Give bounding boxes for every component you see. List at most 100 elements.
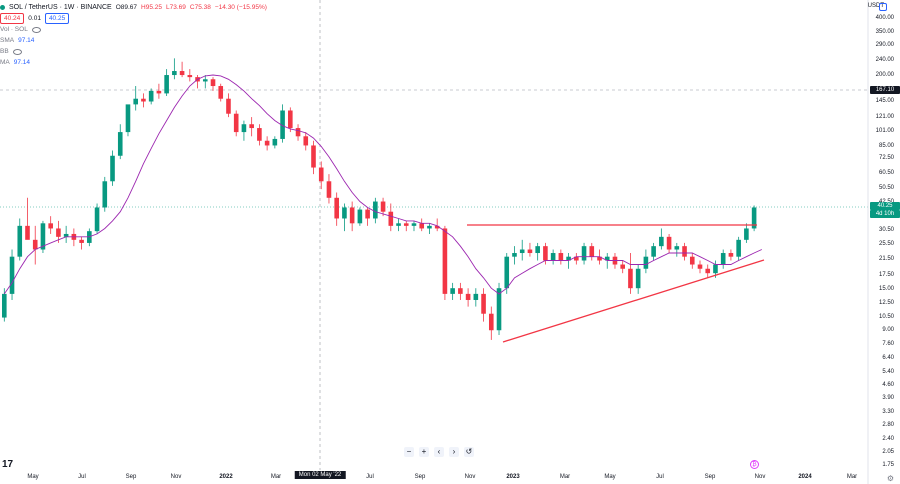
candle (233, 110, 239, 137)
candle-body (674, 246, 680, 250)
candle-body (728, 253, 734, 257)
candle-body (396, 223, 401, 226)
candle-body (48, 223, 53, 229)
candle-body (334, 197, 339, 219)
sell-button[interactable]: 40.24 (0, 13, 25, 24)
x-tick-label: Jul (366, 474, 374, 480)
indicator-ma[interactable]: MA 97.14 (0, 57, 267, 68)
candle (210, 77, 216, 91)
reset-chart-button[interactable]: ↺ (464, 447, 474, 457)
y-tick-label: 21.50 (878, 256, 894, 262)
candle-body (403, 223, 409, 226)
candle (102, 176, 108, 212)
y-tick-label: 145.00 (875, 98, 894, 104)
event-icon[interactable]: ₿ (750, 460, 759, 469)
x-tick-label: Mar (270, 474, 282, 480)
candle (249, 117, 254, 137)
gear-icon[interactable]: ⚙ (886, 474, 894, 483)
candle (295, 124, 301, 141)
current-price-label: 40.25 (870, 202, 900, 210)
tradingview-logo[interactable]: 17 (2, 459, 14, 470)
countdown-label: 4d 10h (870, 210, 900, 218)
indicator-sma[interactable]: SMA 97.14 (0, 35, 267, 46)
candle (195, 75, 200, 89)
candle (496, 282, 502, 335)
buy-button[interactable]: 40.25 (44, 13, 70, 24)
support-trendline[interactable] (502, 259, 765, 343)
candle-body (17, 225, 23, 257)
y-tick-label: 101.00 (875, 128, 894, 134)
legend-title-row: SOL / TetherUS · 1W · BINANCE O89.67 H95… (0, 2, 267, 13)
eye-icon[interactable] (12, 48, 22, 55)
zoom-out-button[interactable]: − (404, 447, 414, 457)
candle (110, 150, 115, 186)
candle (427, 223, 432, 234)
candle (148, 88, 154, 105)
candle-body (272, 138, 278, 146)
candle (179, 61, 185, 78)
candle-body (226, 98, 231, 114)
candle (373, 197, 378, 224)
ohlc-change: −14.30 (−15.95%) (214, 4, 267, 11)
y-tick-label: 5.40 (882, 369, 894, 375)
y-tick-label: 2.40 (882, 436, 894, 442)
candle-body (141, 98, 146, 102)
scroll-left-button[interactable]: ‹ (434, 447, 444, 457)
indicator-bb[interactable]: BB (0, 46, 267, 57)
scroll-right-button[interactable]: › (449, 447, 459, 457)
candle-body (357, 209, 363, 224)
axis-settings-icon[interactable] (879, 3, 887, 11)
indicator-vol[interactable]: Vol · SOL (0, 24, 267, 35)
candle-body (519, 249, 525, 254)
y-tick-label: 121.00 (875, 114, 894, 120)
candle-body (574, 256, 579, 261)
candle-body (496, 288, 502, 331)
candle-body (473, 293, 479, 300)
candle (349, 201, 355, 232)
candle-body (365, 209, 370, 219)
market-open-icon (0, 5, 5, 10)
candle (32, 225, 38, 265)
eye-icon[interactable] (31, 26, 41, 33)
candle (172, 58, 177, 80)
candle-body (720, 253, 726, 265)
price-axis[interactable]: 400.00 350.00 290.00 240.00 200.00 145.00 121.… (868, 0, 900, 484)
candle (94, 203, 100, 234)
y-tick-label: 200.00 (875, 72, 894, 78)
x-tick-label: Sep (125, 474, 137, 480)
candle-body (388, 211, 394, 226)
y-tick-label: 4.60 (882, 382, 894, 388)
candles (2, 58, 757, 340)
candle-body (589, 246, 595, 257)
candle-body (56, 228, 61, 237)
candle-body (210, 79, 216, 87)
candle (334, 192, 339, 226)
candle-body (465, 293, 471, 300)
y-tick-label: 9.00 (882, 327, 894, 333)
y-tick-label: 17.50 (878, 272, 894, 278)
x-tick-label: May (604, 474, 616, 480)
candle-body (427, 225, 432, 229)
x-tick-label: Mar (559, 474, 571, 480)
y-tick-label: 3.30 (882, 409, 894, 415)
candle-body (736, 239, 741, 257)
y-tick-label: 85.00 (878, 143, 894, 149)
candle-body (458, 288, 463, 294)
candle (689, 253, 695, 269)
candle-body (32, 239, 38, 250)
y-tick-label: 12.50 (878, 300, 894, 306)
candle (141, 93, 146, 108)
currency-label[interactable]: USDT (867, 3, 884, 9)
candle (326, 174, 332, 204)
y-tick-label: 15.00 (878, 286, 894, 292)
candle (9, 249, 15, 300)
candle-body (202, 79, 208, 82)
candle (63, 225, 69, 243)
zoom-in-button[interactable]: + (419, 447, 429, 457)
candle (202, 75, 208, 89)
candle-body (604, 256, 610, 261)
ohlc-open: O89.67 (115, 4, 138, 11)
y-tick-label: 2.80 (882, 422, 894, 428)
symbol-title[interactable]: SOL / TetherUS · 1W · BINANCE (9, 4, 112, 11)
